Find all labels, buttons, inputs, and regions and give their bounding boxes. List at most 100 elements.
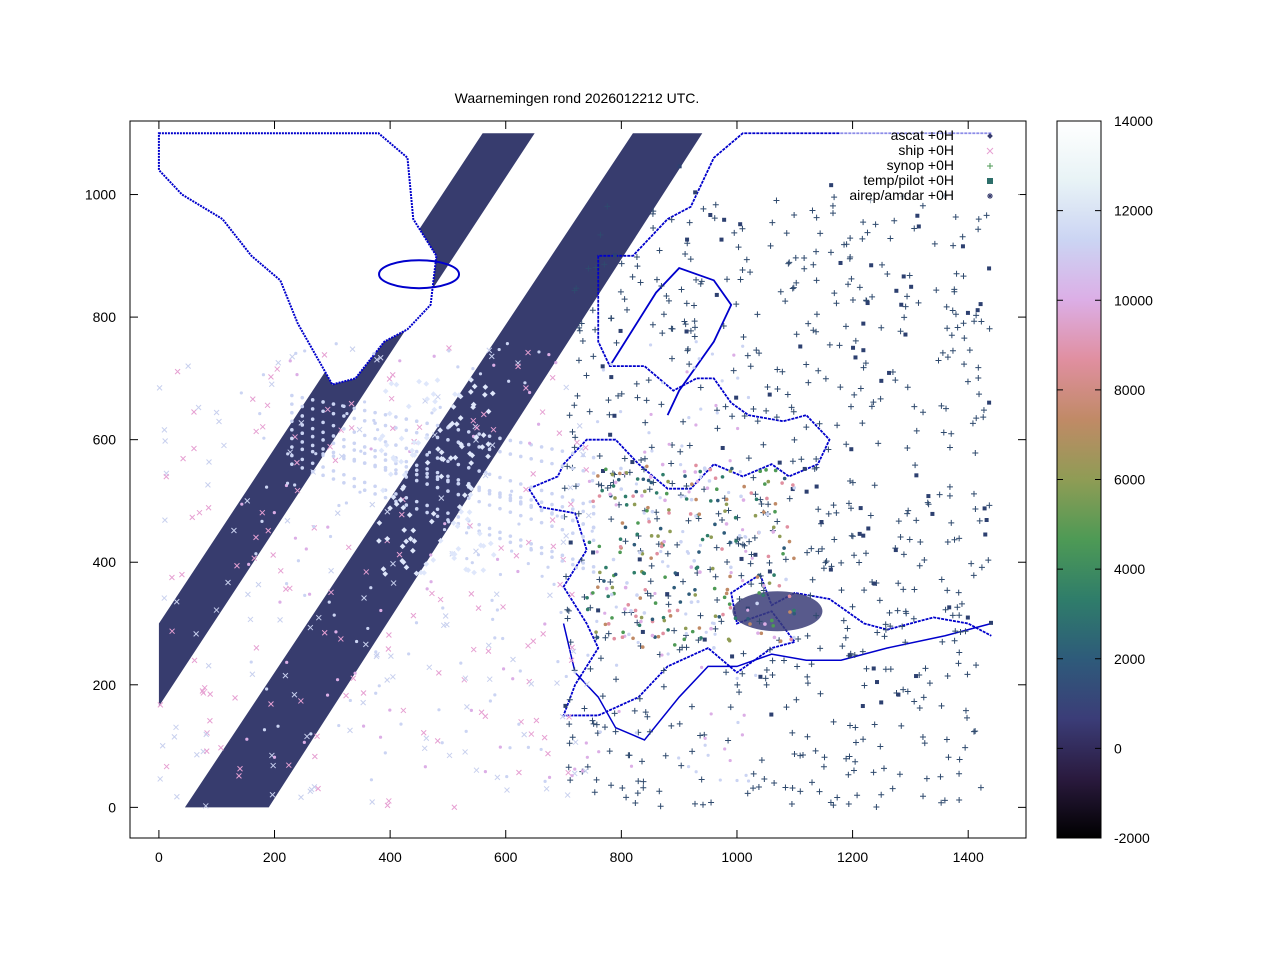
- synop-point: [723, 669, 730, 676]
- airep-europe-point: [610, 472, 615, 477]
- ascat-flag-point: [430, 510, 437, 517]
- synop-point: [827, 249, 834, 256]
- synop-point: [747, 269, 754, 276]
- airep-point: [456, 515, 461, 519]
- airep-point: [352, 476, 357, 481]
- ship-point: [174, 368, 181, 375]
- airep-point: [414, 468, 419, 472]
- airep-point: [694, 770, 698, 774]
- ship-point: [274, 366, 281, 372]
- ship-point: [298, 794, 304, 801]
- airep-point: [487, 533, 492, 537]
- airep-point: [518, 544, 523, 548]
- synop-point: [714, 425, 721, 432]
- synop-point: [750, 406, 757, 413]
- synop-point: [944, 587, 951, 594]
- airep-point: [425, 587, 429, 591]
- airep-europe-point: [698, 570, 702, 574]
- ship-point: [234, 562, 240, 569]
- airep-point: [399, 722, 403, 726]
- airep-point: [332, 613, 336, 617]
- airep-point: [581, 561, 586, 565]
- airep-europe-point: [722, 595, 727, 600]
- temp-pilot-point: [875, 680, 880, 685]
- airep-point: [290, 393, 294, 398]
- synop-point: [975, 216, 982, 223]
- synop-point: [938, 799, 945, 806]
- airep-point: [614, 663, 619, 667]
- synop-point: [762, 675, 769, 682]
- synop-point: [701, 731, 708, 738]
- ship-point: [554, 680, 560, 686]
- airep-europe-point: [710, 566, 715, 571]
- airep-europe-point: [598, 570, 602, 575]
- airep-point: [539, 520, 544, 525]
- airep-point: [550, 524, 554, 528]
- synop-point: [686, 442, 693, 449]
- airep-point: [706, 753, 710, 757]
- airep-europe-point: [739, 494, 743, 499]
- airep-europe-point: [678, 600, 683, 604]
- synop-point: [797, 752, 804, 759]
- ship-point: [350, 675, 357, 682]
- ship-point: [236, 773, 242, 779]
- temp-pilot-point: [563, 703, 568, 708]
- synop-point: [975, 364, 982, 371]
- airep-europe-point: [753, 513, 758, 518]
- ship-point: [298, 698, 304, 704]
- ascat-flag-point: [416, 378, 422, 385]
- synop-point: [638, 758, 645, 765]
- synop-point: [843, 241, 850, 248]
- airep-europe-point: [667, 609, 672, 613]
- ship-point: [388, 653, 394, 659]
- airep-point: [539, 507, 544, 512]
- airep-point: [414, 507, 419, 511]
- synop-point: [576, 324, 583, 331]
- airep-point: [362, 480, 367, 485]
- ascat-flag-point: [382, 388, 389, 394]
- synop-point: [636, 695, 643, 702]
- temp-pilot-point: [637, 557, 642, 562]
- airep-point: [337, 723, 341, 728]
- airep-point: [294, 351, 298, 355]
- synop-point: [680, 418, 687, 425]
- synop-point: [817, 645, 824, 652]
- airep-point: [529, 542, 533, 546]
- synop-point: [564, 606, 571, 613]
- airep-point: [310, 407, 315, 411]
- airep-europe-point: [597, 494, 602, 498]
- synop-point: [904, 444, 911, 451]
- airep-europe-point: [624, 503, 629, 507]
- synop-point: [608, 516, 615, 523]
- ship-point: [523, 486, 529, 493]
- synop-point: [764, 383, 771, 390]
- synop-point: [803, 361, 810, 368]
- temp-pilot-point: [814, 484, 819, 489]
- airep-point: [560, 449, 565, 453]
- ship-point: [410, 612, 417, 619]
- ship-point: [486, 347, 493, 354]
- ascat-flag-point: [437, 537, 444, 544]
- ship-point: [161, 595, 168, 601]
- synop-point: [587, 665, 594, 672]
- synop-point: [760, 441, 767, 448]
- ascat-flag-point: [447, 422, 453, 429]
- synop-point: [838, 587, 845, 594]
- synop-point: [712, 625, 719, 632]
- ascat-flag-point: [485, 441, 492, 447]
- synop-point: [897, 533, 904, 540]
- synop-point: [964, 378, 971, 385]
- ship-point: [400, 707, 407, 714]
- ascat-flag-point: [430, 391, 437, 397]
- ship-point: [173, 598, 180, 605]
- airep-point: [327, 600, 331, 604]
- airep-point: [373, 484, 377, 489]
- ship-point: [321, 629, 328, 636]
- airep-point: [258, 412, 262, 416]
- ship-point: [498, 545, 505, 551]
- ship-point: [485, 648, 492, 654]
- synop-point: [793, 331, 800, 338]
